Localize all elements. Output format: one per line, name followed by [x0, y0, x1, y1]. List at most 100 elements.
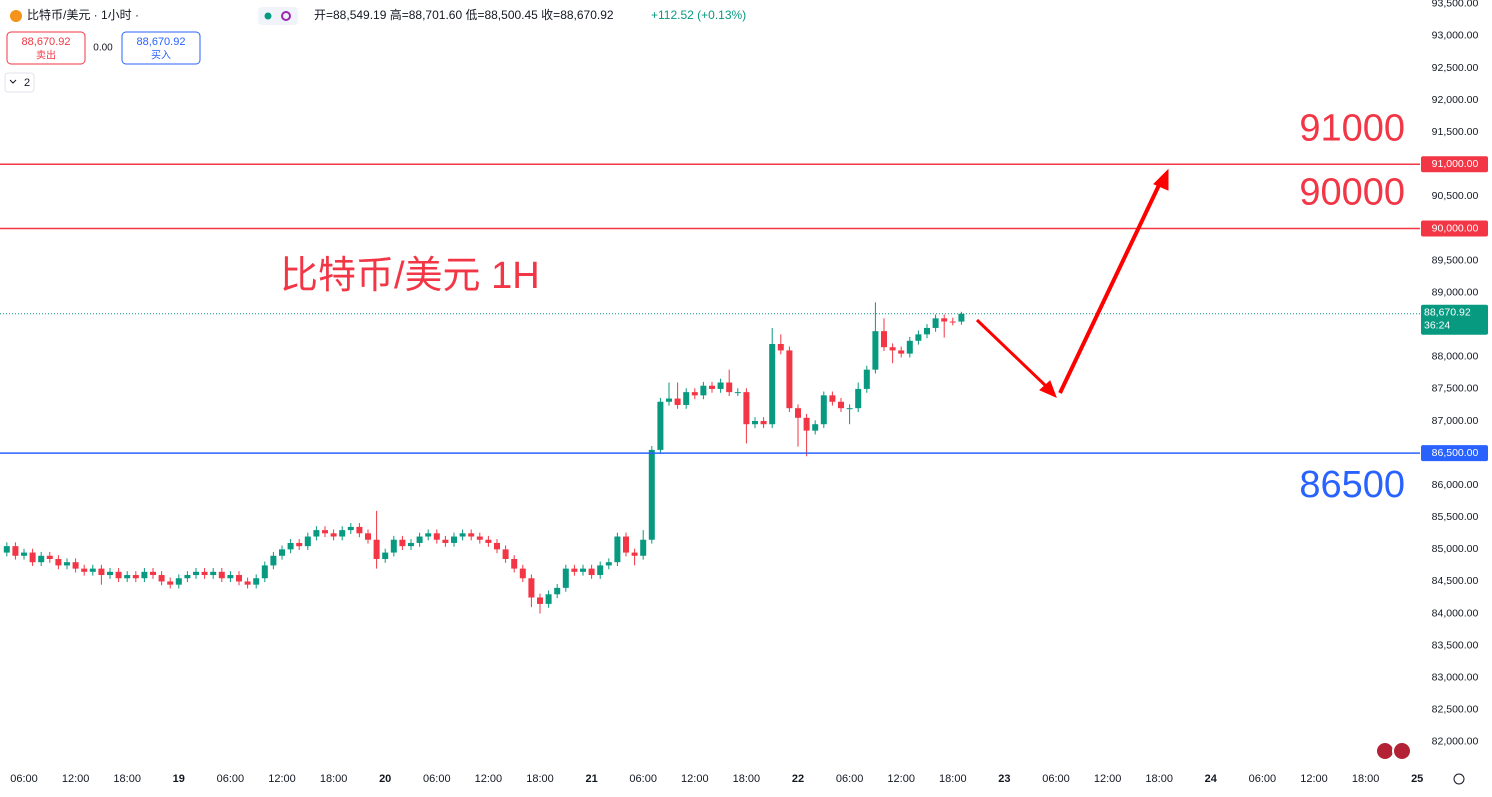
candle-body — [408, 542, 414, 547]
x-tick-label: 21 — [585, 773, 597, 785]
candle-body — [227, 575, 234, 579]
level-annotation: 91000 — [1299, 107, 1405, 149]
level-badge-label: 86,500.00 — [1432, 447, 1479, 459]
candle-body — [571, 568, 578, 572]
y-tick-label: 82,500.00 — [1432, 704, 1479, 716]
candle-body — [545, 594, 552, 604]
buy-button[interactable] — [121, 31, 201, 65]
x-tick-label: 06:00 — [217, 773, 245, 785]
x-tick-label: 25 — [1411, 773, 1423, 785]
chevron — [9, 79, 17, 84]
candle-body — [838, 401, 844, 409]
candle-body — [107, 571, 113, 576]
candle-body — [846, 408, 853, 410]
candle-body — [468, 533, 475, 537]
x-tick-label: 06:00 — [10, 773, 38, 785]
candle-body — [3, 546, 10, 553]
candle-body — [614, 536, 621, 563]
y-tick-label: 82,000.00 — [1432, 736, 1479, 748]
level-badge-label: 91,000.00 — [1432, 158, 1479, 170]
candle-body — [863, 369, 870, 389]
candle-body — [700, 385, 707, 396]
candle-body — [279, 549, 285, 556]
candle-body — [855, 388, 862, 409]
x-tick-label: 19 — [173, 773, 185, 785]
candle-body — [932, 318, 939, 328]
candle-body — [330, 533, 337, 537]
status-pill — [258, 7, 298, 25]
settings-icon[interactable] — [1453, 773, 1465, 785]
countdown: 36:24 — [1424, 320, 1450, 332]
x-tick-label: 18:00 — [939, 773, 967, 785]
candle-body — [38, 555, 45, 563]
candle-body — [502, 549, 509, 559]
candle-body — [511, 558, 518, 569]
candle-body — [476, 536, 483, 540]
candle-body — [433, 533, 440, 540]
candle-body — [958, 313, 965, 322]
x-tick-label: 12:00 — [681, 773, 709, 785]
y-tick-label: 85,000.00 — [1432, 543, 1479, 555]
candle-body — [244, 581, 251, 585]
x-tick-label: 18:00 — [113, 773, 141, 785]
candle-body — [382, 552, 389, 559]
candle-body — [881, 331, 887, 348]
candle-body — [218, 571, 225, 579]
x-tick-label: 06:00 — [1249, 773, 1277, 785]
candle-body — [442, 539, 449, 543]
y-tick-label: 89,500.00 — [1432, 254, 1479, 266]
candle-body — [889, 347, 896, 351]
candle-body — [261, 565, 268, 579]
candle-body — [924, 327, 930, 335]
candle-body — [829, 395, 836, 402]
candle-body — [115, 571, 122, 579]
level-annotation: 90000 — [1299, 172, 1405, 214]
buy-label: 买入 — [151, 50, 171, 62]
candle-body — [193, 571, 199, 576]
candle-body — [709, 385, 715, 389]
last-price-badge — [1421, 304, 1488, 335]
change: +112.52 (+0.13%) — [651, 8, 746, 22]
candle-body — [485, 539, 492, 543]
y-tick-label: 93,000.00 — [1432, 30, 1479, 42]
candle-body — [347, 526, 354, 531]
candle-body — [580, 568, 586, 572]
level-badge-label: 90,000.00 — [1432, 222, 1479, 234]
chart-annotation: 比特币/美元 1H — [280, 255, 540, 297]
coin-icon — [10, 10, 22, 22]
candle-body — [313, 530, 320, 537]
candle-body — [175, 578, 182, 585]
y-tick-label: 84,500.00 — [1432, 575, 1479, 587]
y-tick-label: 87,500.00 — [1432, 383, 1479, 395]
y-tick-label: 83,000.00 — [1432, 671, 1479, 683]
spread: 0.00 — [93, 43, 113, 54]
candle-body — [666, 398, 672, 402]
candle-body — [872, 331, 879, 370]
candle-body — [141, 571, 148, 579]
candle-body — [98, 568, 105, 576]
candle-body — [906, 340, 913, 354]
candle-body — [416, 536, 423, 543]
x-tick-label: 06:00 — [836, 773, 864, 785]
candle-body — [390, 539, 397, 553]
candle-body — [640, 539, 647, 556]
candle-body — [795, 408, 801, 418]
candle-body — [588, 568, 595, 576]
candle-body — [55, 558, 62, 566]
candle-body — [597, 565, 604, 576]
buy-price: 88,670.92 — [137, 36, 186, 48]
y-tick-label: 86,000.00 — [1432, 479, 1479, 491]
symbol: 比特币/美元 · 1小时 · — [27, 7, 139, 22]
candle-body — [356, 526, 363, 534]
candle-body — [648, 449, 655, 540]
candle-body — [236, 575, 242, 582]
level-annotation: 86500 — [1299, 464, 1405, 506]
x-tick-label: 12:00 — [62, 773, 90, 785]
candle-body — [322, 530, 328, 534]
sell-button[interactable] — [6, 31, 86, 65]
x-tick-label: 06:00 — [1042, 773, 1070, 785]
y-tick-label: 92,000.00 — [1432, 94, 1479, 106]
sell-price: 88,670.92 — [22, 36, 71, 48]
indicator-toggle[interactable] — [4, 72, 35, 93]
y-tick-label: 90,500.00 — [1432, 190, 1479, 202]
